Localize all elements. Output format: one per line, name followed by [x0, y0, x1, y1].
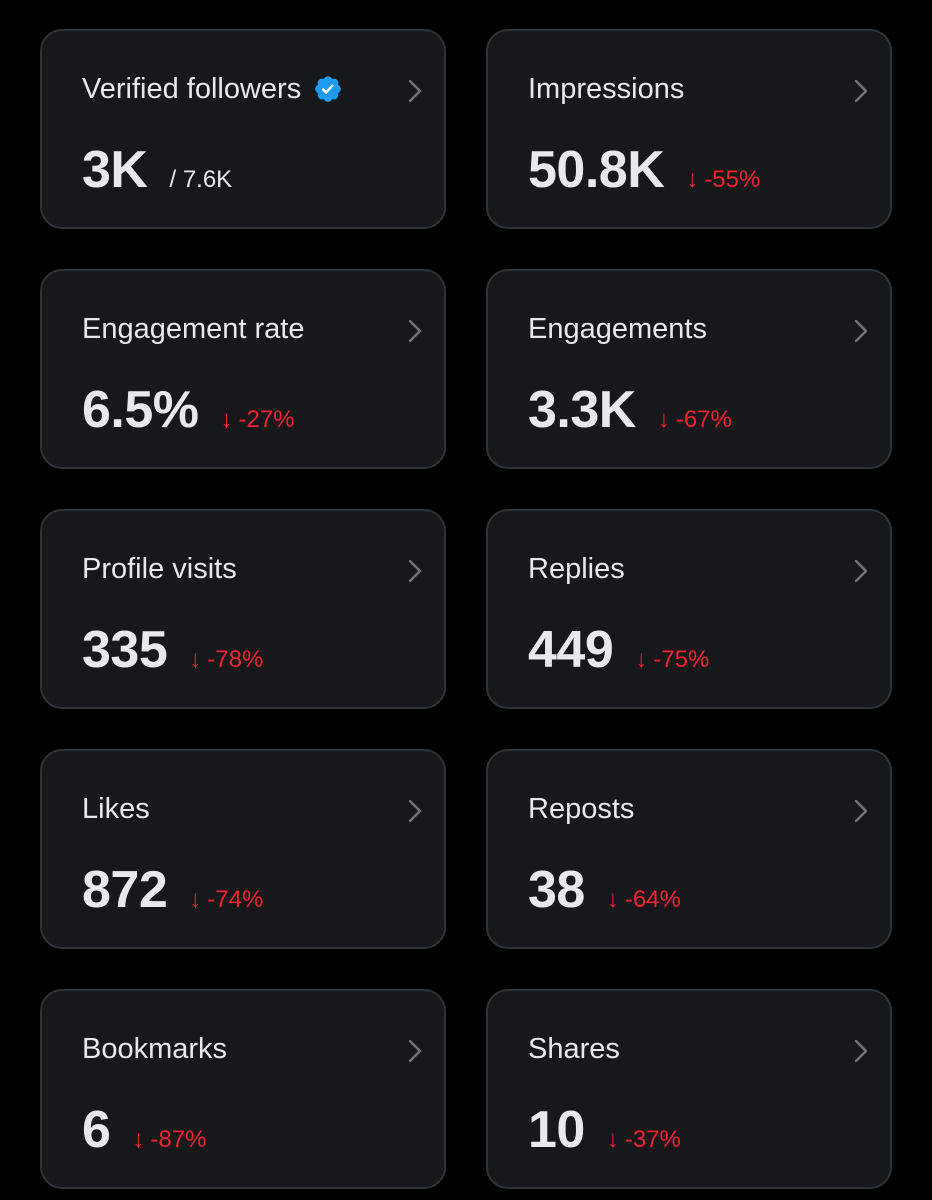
card-value: 335 — [82, 621, 168, 679]
change-value: -87% — [150, 1126, 207, 1153]
value-row: 335 ↓ -78% — [82, 619, 263, 681]
change-indicator: ↓ -37% — [607, 1126, 681, 1154]
chevron-right-icon — [854, 799, 868, 823]
chevron-right-icon — [408, 1039, 422, 1063]
value-row: 6 ↓ -87% — [82, 1099, 206, 1161]
arrow-down-icon: ↓ — [686, 166, 699, 193]
arrow-down-icon: ↓ — [189, 646, 202, 673]
card-profile-visits[interactable]: Profile visits 335 ↓ -78% — [40, 509, 446, 709]
card-engagement-rate[interactable]: Engagement rate 6.5% ↓ -27% — [40, 269, 446, 469]
value-row: 6.5% ↓ -27% — [82, 379, 295, 441]
change-indicator: ↓ -78% — [189, 646, 263, 674]
card-reposts[interactable]: Reposts 38 ↓ -64% — [486, 749, 892, 949]
chevron-right-icon — [854, 319, 868, 343]
arrow-down-icon: ↓ — [606, 886, 619, 913]
card-title-wrap: Profile visits — [82, 551, 237, 587]
card-value: 3K — [82, 141, 148, 199]
card-title: Shares — [528, 1033, 620, 1065]
card-title: Likes — [82, 793, 150, 825]
card-title: Engagements — [528, 313, 707, 345]
chevron-right-icon — [408, 319, 422, 343]
arrow-down-icon: ↓ — [220, 406, 233, 433]
card-value: 50.8K — [528, 141, 665, 199]
card-title: Reposts — [528, 793, 635, 825]
card-value: 872 — [82, 861, 168, 919]
card-title-wrap: Verified followers — [82, 71, 343, 107]
chevron-right-icon — [854, 559, 868, 583]
chevron-right-icon — [854, 1039, 868, 1063]
change-value: -67% — [675, 406, 732, 433]
chevron-right-icon — [408, 79, 422, 103]
card-title: Replies — [528, 553, 625, 585]
card-title-wrap: Replies — [528, 551, 625, 587]
change-indicator: ↓ -87% — [132, 1126, 206, 1154]
value-row: 10 ↓ -37% — [528, 1099, 681, 1161]
card-title: Verified followers — [82, 73, 302, 105]
card-value: 10 — [528, 1101, 585, 1159]
card-total: / 7.6K — [169, 166, 233, 193]
chevron-right-icon — [854, 79, 868, 103]
chevron-right-icon — [408, 559, 422, 583]
arrow-down-icon: ↓ — [657, 406, 670, 433]
card-title-wrap: Engagement rate — [82, 311, 304, 347]
change-value: -64% — [624, 886, 681, 913]
change-value: -75% — [653, 646, 710, 673]
change-indicator: ↓ -67% — [658, 406, 732, 434]
card-title: Engagement rate — [82, 313, 305, 345]
card-value: 6.5% — [82, 381, 199, 439]
value-row: 872 ↓ -74% — [82, 859, 263, 921]
change-indicator: ↓ -27% — [221, 406, 295, 434]
value-row: 50.8K ↓ -55% — [528, 139, 760, 201]
change-indicator: ↓ -74% — [189, 886, 263, 914]
card-title-wrap: Bookmarks — [82, 1031, 227, 1067]
value-row: 449 ↓ -75% — [528, 619, 709, 681]
change-indicator: ↓ -75% — [635, 646, 709, 674]
card-title-wrap: Likes — [82, 791, 150, 827]
card-title: Bookmarks — [82, 1033, 228, 1065]
chevron-right-icon — [408, 799, 422, 823]
arrow-down-icon: ↓ — [606, 1126, 619, 1153]
card-title-wrap: Reposts — [528, 791, 634, 827]
card-impressions[interactable]: Impressions 50.8K ↓ -55% — [486, 29, 892, 229]
card-verified-followers[interactable]: Verified followers 3K / 7.6K — [40, 29, 446, 229]
change-value: -74% — [207, 886, 264, 913]
value-row: 3.3K ↓ -67% — [528, 379, 732, 441]
card-title-wrap: Engagements — [528, 311, 707, 347]
card-value: 3.3K — [528, 381, 636, 439]
card-bookmarks[interactable]: Bookmarks 6 ↓ -87% — [40, 989, 446, 1189]
card-value: 449 — [528, 621, 614, 679]
change-value: -55% — [704, 166, 761, 193]
card-value: 6 — [82, 1101, 111, 1159]
arrow-down-icon: ↓ — [132, 1126, 145, 1153]
card-title: Impressions — [528, 73, 685, 105]
change-value: -37% — [624, 1126, 681, 1153]
change-indicator: ↓ -55% — [686, 166, 760, 194]
card-value: 38 — [528, 861, 585, 919]
card-title-wrap: Impressions — [528, 71, 684, 107]
card-likes[interactable]: Likes 872 ↓ -74% — [40, 749, 446, 949]
card-title-wrap: Shares — [528, 1031, 620, 1067]
card-engagements[interactable]: Engagements 3.3K ↓ -67% — [486, 269, 892, 469]
change-indicator: ↓ -64% — [607, 886, 681, 914]
change-value: -27% — [238, 406, 295, 433]
arrow-down-icon: ↓ — [189, 886, 202, 913]
card-shares[interactable]: Shares 10 ↓ -37% — [486, 989, 892, 1189]
analytics-card-grid: Verified followers 3K / 7.6K Impressions… — [40, 29, 892, 1189]
arrow-down-icon: ↓ — [635, 646, 648, 673]
change-value: -78% — [207, 646, 264, 673]
verified-badge-icon — [315, 76, 342, 102]
card-title: Profile visits — [82, 553, 237, 585]
card-replies[interactable]: Replies 449 ↓ -75% — [486, 509, 892, 709]
value-row: 3K / 7.6K — [82, 139, 232, 201]
value-row: 38 ↓ -64% — [528, 859, 681, 921]
